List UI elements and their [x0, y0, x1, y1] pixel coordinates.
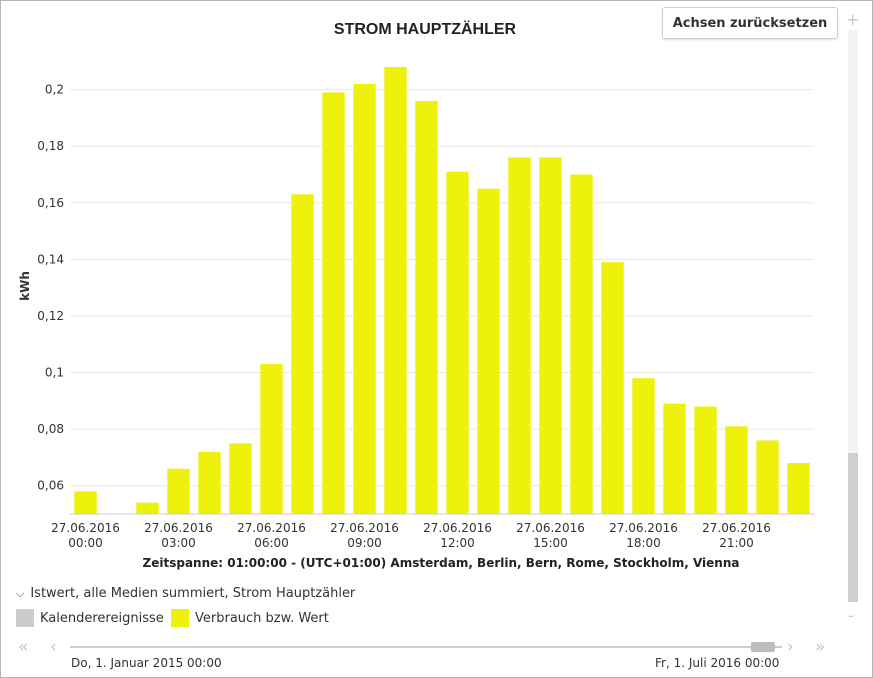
bar[interactable] [787, 463, 810, 514]
range-end-label: Fr, 1. Juli 2016 00:00 [655, 656, 780, 670]
bar[interactable] [384, 66, 407, 514]
x-tick-time: 00:00 [68, 536, 103, 550]
bar[interactable] [136, 502, 159, 514]
y-axis-label: kWh [18, 271, 32, 301]
y-tick-label: 0,16 [37, 196, 64, 210]
bar[interactable] [756, 440, 779, 514]
navigator-track[interactable] [70, 646, 782, 648]
x-tick-date: 27.06.2016 [237, 521, 306, 535]
x-tick-time: 21:00 [719, 536, 754, 550]
x-tick-time: 09:00 [347, 536, 382, 550]
bar[interactable] [694, 406, 717, 514]
zoom-out-icon[interactable]: - [848, 606, 854, 625]
bar[interactable] [198, 451, 221, 514]
x-tick-date: 27.06.2016 [144, 521, 213, 535]
legend-group-toggle[interactable]: ⌵ Istwert, alle Medien summiert, Strom H… [16, 586, 355, 601]
bar[interactable] [508, 157, 531, 514]
bar[interactable] [167, 468, 190, 514]
x-tick-time: 15:00 [533, 536, 568, 550]
bar[interactable] [229, 443, 252, 514]
bar[interactable] [353, 83, 376, 514]
range-start-label: Do, 1. Januar 2015 00:00 [71, 656, 222, 670]
reset-axes-button[interactable]: Achsen zurücksetzen [662, 7, 838, 39]
y-tick-label: 0,1 [45, 366, 64, 380]
bar[interactable] [539, 157, 562, 514]
x-axis-label: Zeitspanne: 01:00:00 - (UTC+01:00) Amste… [143, 556, 740, 570]
chevron-left-icon[interactable]: ‹ [50, 637, 57, 657]
bar[interactable] [446, 171, 469, 514]
x-tick-date: 27.06.2016 [702, 521, 771, 535]
y-tick-label: 0,2 [45, 83, 64, 97]
bars [74, 66, 810, 515]
y-tick-label: 0,06 [37, 479, 64, 493]
bar[interactable] [291, 194, 314, 515]
x-axis-ticks: 27.06.201600:0027.06.201603:0027.06.2016… [51, 521, 771, 550]
bar[interactable] [74, 491, 97, 514]
bar[interactable] [725, 426, 748, 514]
x-tick-date: 27.06.2016 [516, 521, 585, 535]
y-tick-label: 0,18 [37, 139, 64, 153]
legend-swatch-consumption [171, 609, 189, 627]
legend-item-calendar-events[interactable]: Kalenderereignisse [16, 609, 164, 627]
vertical-scrollbar[interactable] [848, 30, 858, 602]
legend-item-consumption[interactable]: Verbrauch bzw. Wert [171, 609, 329, 627]
bar[interactable] [663, 403, 686, 514]
x-tick-date: 27.06.2016 [423, 521, 492, 535]
x-tick-date: 27.06.2016 [330, 521, 399, 535]
zoom-in-icon[interactable]: + [846, 10, 860, 29]
chevron-right-icon[interactable]: › [787, 637, 794, 657]
bar[interactable] [415, 100, 438, 515]
navigator-handle[interactable] [751, 642, 775, 652]
y-axis-ticks: 0,06 0,08 0,1 0,12 0,14 0,16 0,18 0,2 [37, 83, 64, 493]
x-tick-time: 12:00 [440, 536, 475, 550]
bar[interactable] [601, 262, 624, 514]
legend-label: Kalenderereignisse [40, 610, 164, 626]
bar[interactable] [632, 378, 655, 514]
chart-title: STROM HAUPTZÄHLER [334, 20, 517, 38]
bar[interactable] [322, 92, 345, 514]
x-tick-date: 27.06.2016 [609, 521, 678, 535]
y-tick-label: 0,14 [37, 252, 64, 266]
y-tick-label: 0,08 [37, 422, 64, 436]
vertical-scrollbar-thumb[interactable] [848, 453, 858, 602]
double-chevron-right-icon[interactable]: » [815, 637, 826, 657]
gridlines [70, 89, 814, 487]
bar[interactable] [570, 174, 593, 515]
double-chevron-left-icon[interactable]: « [18, 637, 29, 657]
legend-label: Verbrauch bzw. Wert [195, 610, 329, 626]
x-tick-time: 03:00 [161, 536, 196, 550]
x-tick-time: 06:00 [254, 536, 289, 550]
bar[interactable] [477, 188, 500, 514]
x-tick-time: 18:00 [626, 536, 661, 550]
y-tick-label: 0,12 [37, 309, 64, 323]
legend-group-title: Istwert, alle Medien summiert, Strom Hau… [30, 586, 356, 601]
chevron-down-icon: ⌵ [16, 586, 25, 600]
x-tick-date: 27.06.2016 [51, 521, 120, 535]
bar[interactable] [260, 364, 283, 514]
legend-swatch-calendar [16, 609, 34, 627]
